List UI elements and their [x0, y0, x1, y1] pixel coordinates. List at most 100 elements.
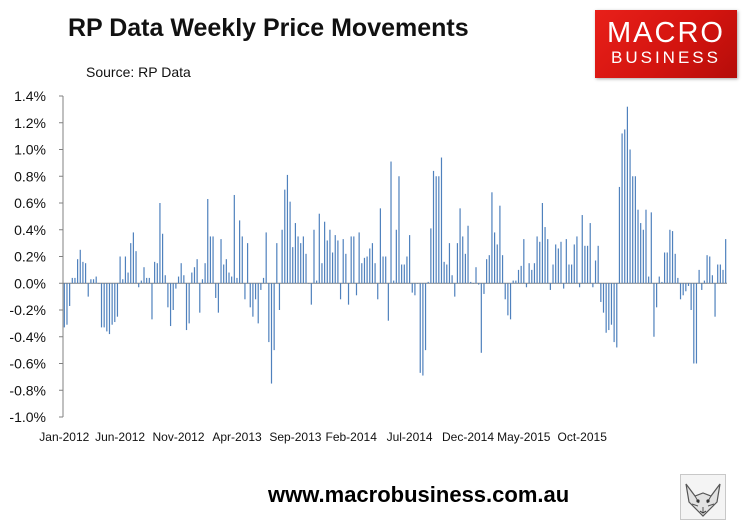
bar: [674, 253, 676, 284]
bar: [236, 277, 238, 284]
macro-business-logo[interactable]: MACRO BUSINESS: [595, 10, 737, 78]
bar: [377, 283, 379, 300]
bar: [204, 263, 206, 284]
bar: [571, 264, 573, 284]
bar: [252, 283, 254, 317]
y-tick-label: 0.4%: [14, 222, 46, 238]
bar: [196, 259, 198, 284]
bar: [302, 236, 304, 284]
y-tick-label: 1.0%: [14, 142, 46, 158]
bar: [395, 229, 397, 284]
bar: [544, 227, 546, 284]
bar: [488, 255, 490, 284]
bar: [549, 283, 551, 290]
bar: [369, 248, 371, 284]
bar: [584, 245, 586, 284]
bar: [406, 256, 408, 284]
bar: [648, 276, 650, 284]
bar: [308, 283, 310, 284]
bar: [600, 283, 602, 302]
bar: [528, 263, 530, 284]
bar: [228, 272, 230, 284]
bar: [597, 245, 599, 284]
bar: [398, 176, 400, 284]
chart-plot: 1.4% 1.2% 1.0% 0.8% 0.6% 0.4% 0.2% 0.0% -0.2% -0.…: [9, 88, 727, 444]
bar: [382, 256, 384, 284]
bar: [103, 283, 105, 328]
bar: [616, 283, 618, 348]
bar: [207, 198, 209, 284]
bar: [594, 260, 597, 284]
bar: [177, 276, 180, 284]
bar: [281, 229, 283, 284]
bar: [124, 256, 127, 284]
bar: [154, 261, 156, 284]
bar: [164, 275, 166, 284]
y-tick-label: -0.2%: [9, 302, 46, 318]
bar: [512, 280, 514, 284]
bar: [276, 243, 278, 284]
x-tick-label: Jun-2012: [95, 430, 145, 444]
bar: [451, 275, 453, 284]
bar: [411, 283, 413, 293]
bar: [669, 229, 671, 284]
bar: [448, 243, 451, 284]
bar: [496, 244, 498, 284]
bar: [342, 239, 344, 284]
bar: [486, 259, 488, 284]
chart-title: RP Data Weekly Price Movements: [68, 14, 469, 42]
bar: [201, 279, 204, 284]
bar: [270, 283, 273, 384]
bar: [637, 209, 639, 284]
bar: [663, 252, 666, 284]
bar: [138, 283, 140, 288]
bar: [159, 203, 161, 284]
bar: [706, 255, 708, 284]
bar: [610, 283, 613, 325]
bar: [244, 283, 246, 300]
bar: [289, 201, 291, 284]
bar: [679, 283, 682, 300]
bar: [565, 239, 567, 284]
bar: [478, 283, 480, 285]
bar: [438, 176, 440, 284]
bar: [148, 277, 150, 284]
bar: [626, 106, 628, 284]
bar: [175, 283, 177, 289]
bar: [440, 157, 443, 284]
bar: [520, 265, 522, 284]
bar: [507, 283, 509, 316]
bar: [180, 263, 182, 284]
footer-url[interactable]: www.macrobusiness.com.au: [268, 482, 570, 507]
bar: [560, 241, 562, 284]
bar: [504, 283, 506, 300]
bar: [231, 276, 233, 284]
bar: [185, 283, 188, 331]
bar: [385, 256, 387, 284]
bar: [71, 277, 73, 284]
bar: [167, 283, 169, 308]
bar: [430, 228, 432, 284]
bar: [355, 283, 358, 296]
bar: [632, 176, 634, 284]
bar: [98, 283, 100, 284]
bar: [539, 241, 541, 284]
bar: [69, 283, 71, 306]
bar: [709, 256, 711, 284]
bar: [533, 263, 536, 284]
bar: [108, 283, 111, 335]
bar: [286, 174, 289, 284]
bar: [703, 280, 706, 284]
bar: [363, 257, 366, 284]
bar: [552, 264, 554, 284]
bar: [334, 235, 336, 284]
bar: [608, 283, 610, 331]
bar: [432, 170, 435, 284]
y-tick-label: 0.8%: [14, 168, 46, 184]
bar: [316, 280, 318, 284]
bar: [403, 264, 405, 284]
bar: [246, 243, 249, 284]
y-tick-label: 0.2%: [14, 249, 46, 265]
bar: [719, 264, 721, 284]
bar: [84, 263, 87, 284]
